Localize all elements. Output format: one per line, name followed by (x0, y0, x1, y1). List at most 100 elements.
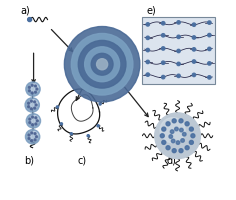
Text: b): b) (24, 156, 34, 166)
Circle shape (185, 122, 189, 126)
Circle shape (28, 102, 30, 104)
Circle shape (29, 86, 30, 88)
Circle shape (191, 134, 195, 138)
Circle shape (146, 73, 149, 76)
Circle shape (26, 82, 40, 96)
Circle shape (180, 128, 183, 132)
Circle shape (166, 146, 170, 150)
Circle shape (32, 124, 34, 126)
Circle shape (170, 130, 174, 133)
Circle shape (208, 62, 211, 65)
Circle shape (146, 23, 149, 26)
Circle shape (192, 48, 196, 51)
Circle shape (208, 47, 211, 51)
Text: c): c) (77, 156, 86, 166)
Circle shape (29, 131, 38, 140)
Circle shape (88, 86, 92, 90)
Circle shape (176, 141, 180, 144)
Circle shape (189, 140, 193, 144)
Circle shape (29, 90, 30, 92)
Circle shape (192, 36, 196, 39)
Circle shape (86, 134, 90, 138)
Circle shape (28, 134, 30, 136)
Circle shape (31, 92, 33, 94)
Circle shape (25, 98, 39, 112)
Circle shape (56, 105, 59, 109)
Circle shape (192, 73, 196, 77)
Circle shape (28, 106, 30, 108)
Circle shape (160, 118, 185, 143)
Circle shape (31, 132, 33, 134)
Circle shape (31, 84, 33, 86)
Circle shape (96, 124, 100, 128)
Circle shape (172, 149, 176, 153)
Circle shape (146, 60, 149, 64)
Circle shape (78, 40, 126, 88)
Circle shape (28, 18, 32, 22)
Circle shape (29, 100, 38, 108)
Circle shape (208, 76, 211, 79)
Circle shape (35, 104, 37, 106)
Circle shape (177, 35, 180, 39)
Circle shape (177, 49, 180, 53)
Circle shape (182, 132, 186, 136)
Circle shape (29, 122, 31, 124)
Circle shape (25, 130, 40, 144)
Circle shape (161, 22, 165, 25)
Circle shape (162, 127, 166, 131)
Text: d): d) (167, 156, 177, 166)
Text: e): e) (147, 6, 156, 16)
Circle shape (97, 59, 108, 70)
Circle shape (85, 47, 120, 82)
Circle shape (34, 85, 36, 87)
Circle shape (31, 140, 33, 142)
Text: a): a) (21, 6, 30, 16)
Circle shape (177, 21, 180, 24)
Circle shape (30, 84, 38, 92)
Circle shape (29, 118, 31, 120)
Circle shape (192, 60, 196, 63)
Circle shape (179, 119, 183, 123)
Circle shape (146, 48, 149, 52)
Circle shape (60, 122, 63, 126)
Circle shape (160, 134, 164, 138)
Circle shape (71, 33, 133, 95)
Circle shape (34, 101, 36, 103)
Circle shape (32, 116, 34, 118)
Bar (142, 17, 215, 84)
Circle shape (175, 127, 178, 131)
Circle shape (34, 139, 36, 141)
Circle shape (161, 61, 165, 64)
Circle shape (161, 47, 165, 50)
Circle shape (36, 136, 38, 138)
Circle shape (189, 127, 193, 131)
Circle shape (181, 139, 184, 142)
Circle shape (36, 120, 38, 122)
Circle shape (30, 116, 39, 124)
Circle shape (30, 108, 32, 110)
Circle shape (192, 23, 196, 26)
Circle shape (177, 74, 180, 78)
Circle shape (208, 33, 211, 37)
Circle shape (161, 34, 165, 37)
Circle shape (64, 27, 140, 102)
Circle shape (185, 146, 189, 150)
Circle shape (30, 100, 32, 102)
Circle shape (171, 139, 175, 143)
Circle shape (98, 102, 102, 106)
Circle shape (34, 133, 36, 135)
Circle shape (146, 36, 149, 40)
Circle shape (208, 21, 211, 24)
Circle shape (91, 53, 113, 75)
Circle shape (177, 62, 180, 66)
Circle shape (26, 114, 41, 128)
Circle shape (34, 107, 36, 109)
Circle shape (34, 91, 36, 93)
Circle shape (36, 88, 38, 90)
Circle shape (70, 132, 73, 136)
Circle shape (169, 135, 173, 138)
Circle shape (35, 117, 37, 119)
Circle shape (172, 119, 176, 123)
Circle shape (161, 75, 165, 79)
Circle shape (28, 137, 30, 139)
